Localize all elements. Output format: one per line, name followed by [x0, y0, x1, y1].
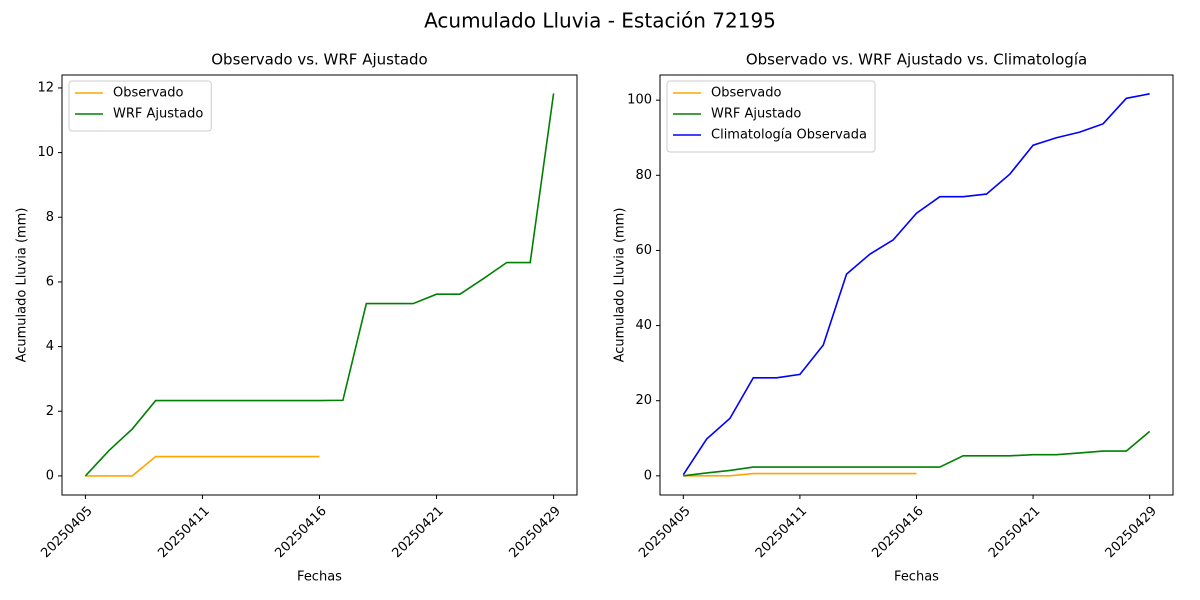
- y-tick-label: 60: [635, 243, 652, 258]
- y-tick-label: 8: [46, 210, 54, 225]
- legend-label: WRF Ajustado: [711, 107, 801, 122]
- y-axis-label: Acumulado Lluvia (mm): [15, 208, 30, 363]
- legend-label: Observado: [113, 86, 184, 101]
- x-tick-label: 20250416: [272, 504, 329, 561]
- y-tick-label: 0: [644, 468, 652, 483]
- x-axis-label: Fechas: [297, 570, 342, 585]
- y-tick-label: 6: [46, 274, 54, 289]
- x-tick-label: 20250416: [869, 504, 926, 561]
- data-line: [85, 455, 320, 477]
- data-line: [84, 93, 555, 477]
- y-tick-label: 20: [635, 393, 652, 408]
- y-tick-label: 100: [627, 93, 652, 108]
- y-tick-label: 2: [46, 404, 54, 419]
- legend-frame: [666, 80, 876, 153]
- y-tick-label: 80: [635, 168, 652, 183]
- x-tick-label: 20250411: [155, 504, 212, 561]
- x-tick-label: 20250429: [1103, 504, 1160, 561]
- y-tick-label: 0: [46, 468, 54, 483]
- legend-frame: [68, 80, 212, 132]
- y-tick-label: 4: [46, 339, 54, 354]
- x-tick-label: 20250405: [38, 504, 95, 561]
- axes-frame: [61, 74, 578, 496]
- figure-title: Acumulado Lluvia - Estación 72195: [424, 9, 776, 33]
- x-tick-label: 20250411: [753, 504, 810, 561]
- y-tick-label: 10: [37, 145, 54, 160]
- y-tick-label: 40: [635, 318, 652, 333]
- x-tick-label: 20250421: [389, 504, 446, 561]
- x-tick-label: 20250405: [636, 504, 693, 561]
- legend-label: WRF Ajustado: [113, 107, 203, 122]
- y-tick-label: 12: [37, 80, 54, 95]
- chart-title: Observado vs. WRF Ajustado vs. Climatolo…: [746, 51, 1087, 69]
- legend-label: Observado: [711, 86, 782, 101]
- data-line: [682, 92, 1150, 476]
- data-line: [683, 430, 1151, 477]
- axes-frame: [659, 74, 1174, 496]
- legend: Observado WRF Ajustado Climatología Observ…: [666, 80, 876, 153]
- x-tick-label: 20250429: [506, 504, 563, 561]
- x-tick-label: 20250421: [986, 504, 1043, 561]
- chart-title: Observado vs. WRF Ajustado: [211, 51, 427, 69]
- y-axis-label: Acumulado Lluvia (mm): [613, 208, 628, 363]
- legend-label: Climatología Observada: [711, 128, 867, 143]
- legend: Observado WRF Ajustado: [68, 80, 212, 132]
- data-line: [683, 472, 917, 477]
- x-axis-label: Fechas: [894, 570, 939, 585]
